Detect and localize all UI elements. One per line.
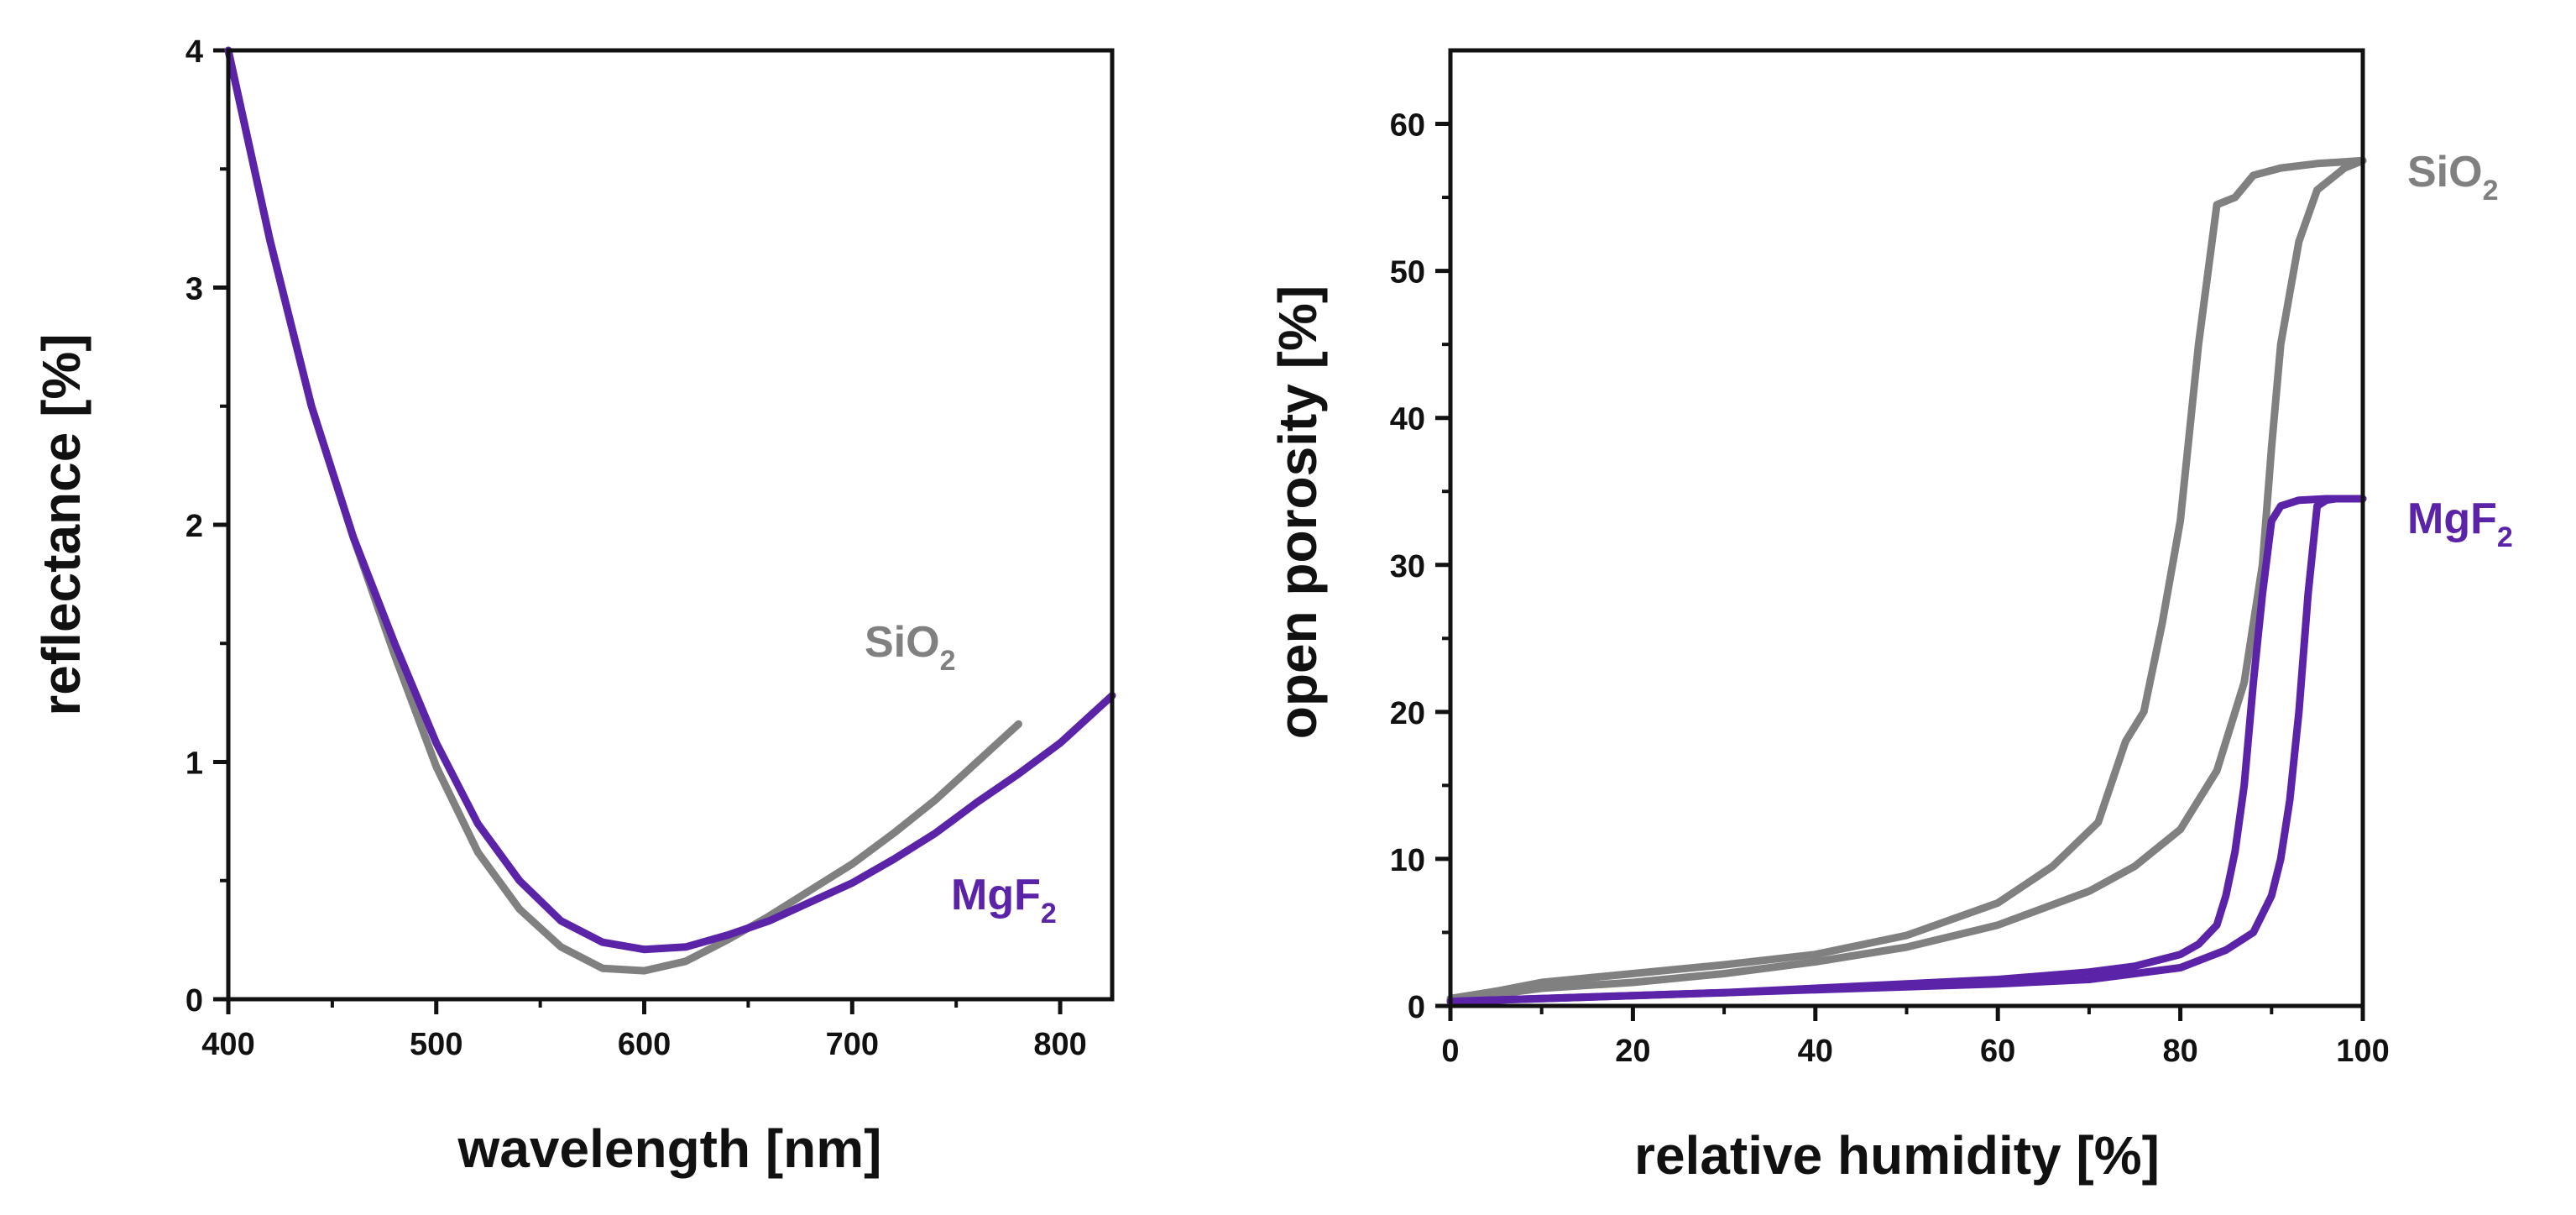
y-tick-label: 20 [1390,696,1425,731]
right-y-axis-title: open porosity [%] [1267,285,1328,739]
x-tick-label: 0 [1441,1034,1459,1069]
y-tick-label: 4 [185,34,203,70]
series-line-sio2-adsorption [1446,156,2367,1004]
right-chart-ticks [1435,122,2365,1021]
x-tick-label: 100 [2336,1034,2389,1069]
porosity-chart: 0 20 40 60 80 100 0 10 20 30 40 50 60 open porosity … [1267,48,2513,1186]
left-chart-ticks [213,48,1063,1014]
y-tick-label: 2 [185,509,203,544]
x-tick-label: 500 [410,1027,462,1062]
x-tick-label: 40 [1798,1034,1833,1069]
y-tick-label: 0 [1408,990,1425,1025]
y-tick-label: 10 [1390,843,1425,878]
left-y-axis-title: reflectance [%] [31,333,91,715]
x-tick-label: 800 [1033,1027,1086,1062]
x-tick-label: 400 [201,1027,254,1062]
series-line-mgf2 [224,46,1116,954]
left-chart-series [224,46,1116,975]
reflectance-chart: 400 500 600 700 800 0 1 2 3 4 reflectance [%] wav… [31,34,1116,1179]
left-series-label-mgf2: MgF2 [951,871,1057,930]
y-tick-label: 30 [1390,549,1425,584]
right-series-label-sio2: SiO2 [2407,148,2499,207]
right-chart-series [1446,156,2367,1006]
right-series-label-mgf2: MgF2 [2407,495,2513,553]
left-chart-tick-labels: 400 500 600 700 800 0 1 2 3 4 [185,34,1087,1062]
x-tick-label: 20 [1615,1034,1650,1069]
right-x-axis-title: relative humidity [%] [1634,1125,2160,1186]
y-tick-label: 60 [1390,108,1425,144]
y-tick-label: 3 [185,272,203,307]
x-tick-label: 80 [2162,1034,2197,1069]
y-tick-label: 50 [1390,255,1425,291]
y-tick-label: 40 [1390,402,1425,437]
x-tick-label: 600 [618,1027,671,1062]
series-line-mgf2-desorption [1446,495,2367,1006]
y-tick-label: 1 [185,746,203,782]
y-tick-label: 0 [185,983,203,1019]
x-tick-label: 60 [1980,1034,2015,1069]
right-chart-frame [1448,48,2365,1008]
x-tick-label: 700 [826,1027,879,1062]
series-line-sio2-desorption [1446,156,2367,1003]
left-series-label-sio2: SiO2 [865,618,956,677]
right-chart-tick-labels: 0 20 40 60 80 100 0 10 20 30 40 50 60 [1390,108,2390,1069]
left-chart-frame [226,48,1115,1002]
left-x-axis-title: wavelength [nm] [457,1118,882,1179]
